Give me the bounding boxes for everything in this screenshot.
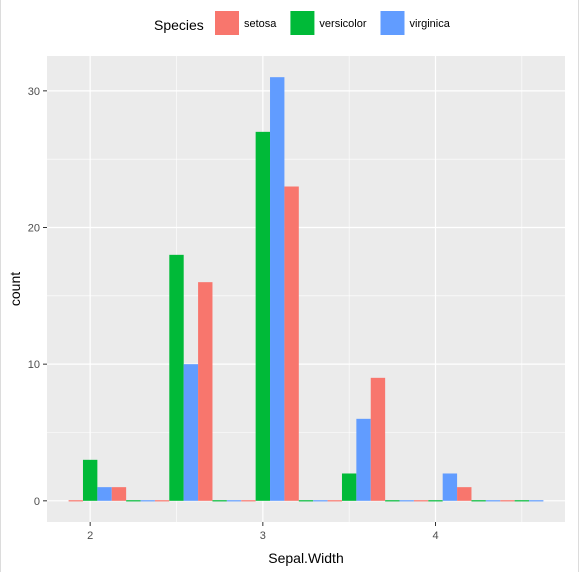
- bar-versicolor-4.5: [514, 500, 530, 502]
- bar-versicolor-2: [82, 459, 98, 501]
- bar-virginica-2: [97, 487, 112, 501]
- bar-setosa-2.75: [198, 282, 213, 501]
- legend-key-virginica: [380, 11, 405, 35]
- bar-versicolor-3.5: [341, 473, 357, 501]
- bar-virginica-3.25: [313, 500, 328, 502]
- bar-virginica-3.5: [356, 418, 371, 501]
- bar-setosa-2.5: [154, 500, 170, 502]
- bar-virginica-2.5: [183, 364, 199, 501]
- axes: 0 10 20 30 2 3 4: [28, 86, 439, 542]
- legend-key-versicolor: [290, 11, 315, 35]
- bar-versicolor-3: [255, 131, 271, 501]
- x-tick-label: 3: [260, 530, 266, 542]
- legend-title: Species: [154, 17, 204, 33]
- bar-setosa-3: [241, 500, 256, 502]
- bar-setosa-3.75: [370, 377, 386, 501]
- bar-virginica-2.25: [140, 500, 155, 502]
- bar-virginica-4: [442, 473, 458, 501]
- bar-virginica-4.5: [529, 500, 544, 502]
- bar-setosa-4.25: [457, 487, 472, 501]
- bar-versicolor-3.75: [385, 500, 400, 502]
- bar-virginica-3.75: [399, 500, 414, 502]
- bar-setosa-2.25: [111, 487, 127, 501]
- bar-versicolor-2.25: [126, 500, 141, 502]
- bar-virginica-4.25: [485, 500, 501, 502]
- legend-label-versicolor: versicolor: [319, 18, 366, 30]
- bar-setosa-3.25: [284, 186, 299, 501]
- bar-versicolor-4: [428, 500, 443, 502]
- x-tick-label: 2: [87, 530, 93, 542]
- legend-label-setosa: setosa: [244, 18, 277, 30]
- y-tick-label: 20: [28, 223, 40, 235]
- left-border: [0, 0, 1, 572]
- bar-setosa-3.5: [327, 500, 342, 502]
- bar-setosa-2: [68, 500, 83, 502]
- y-tick-label: 10: [28, 359, 40, 371]
- bar-versicolor-4.25: [471, 500, 486, 502]
- bar-virginica-2.75: [226, 500, 242, 502]
- x-tick-label: 4: [432, 530, 438, 542]
- legend-label-virginica: virginica: [410, 18, 451, 30]
- x-axis-title: Sepal.Width: [268, 550, 343, 566]
- bar-versicolor-2.5: [169, 254, 184, 501]
- legend: Species setosa versicolor virginica: [154, 11, 451, 35]
- bar-versicolor-2.75: [212, 500, 227, 502]
- bars: [68, 77, 544, 502]
- y-tick-label: 0: [34, 496, 40, 508]
- y-tick-label: 30: [28, 86, 40, 98]
- bar-setosa-4: [413, 500, 429, 502]
- bar-setosa-4.5: [500, 500, 515, 502]
- bar-versicolor-3.25: [298, 500, 314, 502]
- bar-virginica-3: [270, 77, 285, 501]
- plot-panel: [47, 56, 565, 522]
- legend-key-setosa: [215, 11, 239, 35]
- y-axis-title: count: [7, 272, 23, 306]
